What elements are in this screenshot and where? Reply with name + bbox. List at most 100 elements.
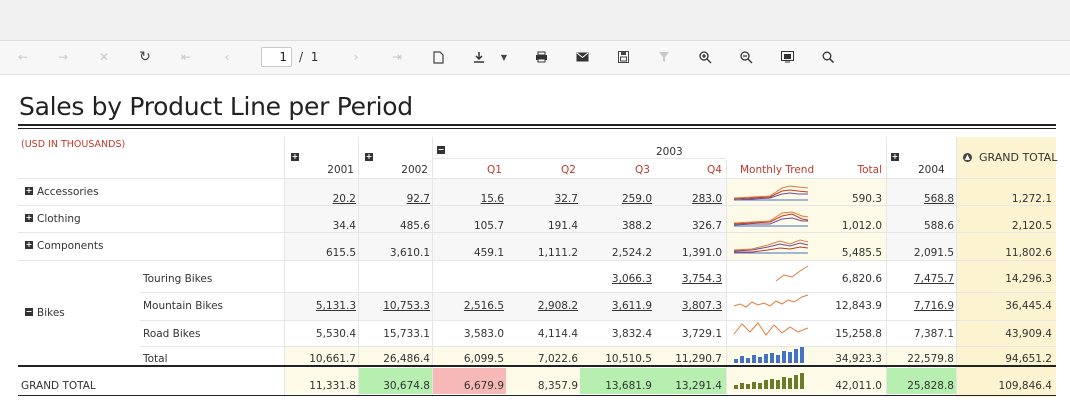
expand-accessories-icon[interactable] bbox=[25, 187, 33, 195]
cell: 15,733.1 bbox=[383, 328, 430, 340]
cell[interactable]: 7,716.9 bbox=[913, 300, 954, 312]
cell: 30,674.8 bbox=[383, 380, 430, 392]
report-toolbar bbox=[0, 41, 1070, 75]
cell[interactable]: 2,908.2 bbox=[537, 300, 578, 312]
row-label-accessories[interactable]: Accessories bbox=[37, 186, 99, 198]
sparkline-bar bbox=[782, 377, 786, 389]
cell[interactable]: 7,475.7 bbox=[913, 273, 954, 285]
grid-line bbox=[432, 158, 726, 159]
cell: 11,331.8 bbox=[309, 380, 356, 392]
sparkline-mountain-bikes bbox=[733, 294, 809, 308]
find-icon[interactable] bbox=[818, 47, 838, 67]
save-icon[interactable] bbox=[613, 47, 633, 67]
zoom-in-icon[interactable] bbox=[695, 47, 715, 67]
cell: 36,445.4 bbox=[1005, 300, 1052, 312]
header-q1: Q1 bbox=[487, 164, 502, 176]
sparkline-bar bbox=[770, 379, 774, 389]
cell[interactable]: 3,066.3 bbox=[611, 273, 652, 285]
cell: 326.7 bbox=[691, 220, 722, 232]
cell: 3,610.1 bbox=[389, 247, 430, 259]
header-total: Total bbox=[857, 164, 882, 176]
email-icon[interactable] bbox=[572, 47, 592, 67]
grid-line bbox=[140, 292, 1056, 293]
new-document-icon[interactable] bbox=[428, 47, 448, 67]
row-label-components[interactable]: Components bbox=[37, 240, 104, 252]
sparkline-bar bbox=[794, 349, 798, 363]
cell: 34.4 bbox=[332, 220, 356, 232]
prev-page-icon[interactable]: ‹ bbox=[224, 50, 230, 64]
sparkline-bar bbox=[800, 373, 804, 389]
grand-total-rule bbox=[18, 365, 1056, 367]
layout-icon[interactable] bbox=[777, 47, 797, 67]
filter-icon[interactable] bbox=[654, 47, 674, 67]
back-icon[interactable]: ← bbox=[17, 50, 29, 64]
cell[interactable]: 32.7 bbox=[554, 193, 578, 205]
cell[interactable]: 10,753.3 bbox=[383, 300, 430, 312]
row-label-bikes[interactable]: Bikes bbox=[37, 307, 65, 319]
sort-up-icon[interactable]: ▲ bbox=[963, 153, 972, 162]
cell: 34,923.3 bbox=[835, 353, 882, 365]
page-number-input[interactable]: 1 bbox=[261, 47, 292, 67]
sparkline-bar bbox=[746, 358, 750, 363]
refresh-icon[interactable]: ↻ bbox=[139, 49, 151, 65]
expand-2002-icon[interactable] bbox=[365, 153, 373, 161]
cell[interactable]: 283.0 bbox=[691, 193, 722, 205]
page-total: 1 bbox=[310, 50, 319, 64]
row-label-grand-total: GRAND TOTAL bbox=[21, 380, 96, 392]
zoom-out-icon[interactable] bbox=[736, 47, 756, 67]
grid-line bbox=[956, 137, 957, 397]
cell: 4,114.4 bbox=[537, 328, 578, 340]
last-page-icon[interactable]: ⇥ bbox=[391, 50, 403, 64]
forward-icon[interactable]: → bbox=[57, 50, 69, 64]
cell[interactable]: 15.6 bbox=[480, 193, 504, 205]
expand-2004-icon[interactable] bbox=[891, 153, 899, 161]
cell: 3,729.1 bbox=[681, 328, 722, 340]
expand-components-icon[interactable] bbox=[25, 241, 33, 249]
sparkline-bar bbox=[776, 380, 780, 389]
print-icon[interactable] bbox=[531, 47, 551, 67]
export-icon[interactable] bbox=[469, 47, 489, 67]
grand-total-column-bg bbox=[956, 137, 1056, 397]
stop-icon[interactable]: ✕ bbox=[98, 50, 110, 64]
header-2001: 2001 bbox=[327, 164, 354, 176]
sparkline-components bbox=[733, 239, 809, 254]
cell[interactable]: 259.0 bbox=[621, 193, 652, 205]
cell[interactable]: 568.8 bbox=[923, 193, 954, 205]
expand-clothing-icon[interactable] bbox=[25, 214, 33, 222]
cell[interactable]: 3,807.3 bbox=[681, 300, 722, 312]
sparkline-clothing bbox=[733, 211, 809, 227]
grid-line bbox=[886, 137, 887, 397]
sparkline-bar bbox=[734, 385, 738, 389]
collapse-2003-icon[interactable] bbox=[437, 146, 445, 154]
row-label-clothing[interactable]: Clothing bbox=[37, 213, 81, 225]
collapse-bikes-icon[interactable] bbox=[25, 308, 33, 316]
sparkline-bar bbox=[740, 383, 744, 389]
grid-line bbox=[726, 160, 727, 397]
top-header-bar bbox=[0, 0, 1070, 41]
cell: 3,832.4 bbox=[611, 328, 652, 340]
sparkline-bar bbox=[800, 347, 804, 363]
sparkline-bar bbox=[782, 351, 786, 363]
cell[interactable]: 2,516.5 bbox=[463, 300, 504, 312]
cell[interactable]: 92.7 bbox=[406, 193, 430, 205]
cell[interactable]: 3,611.9 bbox=[611, 300, 652, 312]
grand-2004-bg bbox=[886, 368, 956, 394]
expand-2001-icon[interactable] bbox=[291, 153, 299, 161]
cell[interactable]: 3,754.3 bbox=[681, 273, 722, 285]
sparkline-road-bikes bbox=[733, 322, 809, 336]
first-page-icon[interactable]: ⇤ bbox=[180, 50, 192, 64]
cell: 11,290.7 bbox=[675, 353, 722, 365]
header-q3: Q3 bbox=[635, 164, 650, 176]
cell[interactable]: 20.2 bbox=[332, 193, 356, 205]
next-page-icon[interactable]: › bbox=[353, 50, 359, 64]
export-dropdown-icon[interactable]: ▼ bbox=[500, 52, 508, 62]
sparkline-bar bbox=[758, 383, 762, 389]
cell: 11,802.6 bbox=[1005, 247, 1052, 259]
grand-2002-bg bbox=[358, 368, 432, 394]
cell[interactable]: 5,131.3 bbox=[315, 300, 356, 312]
header-grand-total: GRAND TOTAL bbox=[979, 151, 1058, 164]
grand-q1-bg bbox=[432, 368, 506, 394]
cell: 13,291.4 bbox=[675, 380, 722, 392]
sparkline-bar bbox=[788, 352, 792, 363]
cell: 615.5 bbox=[325, 247, 356, 259]
